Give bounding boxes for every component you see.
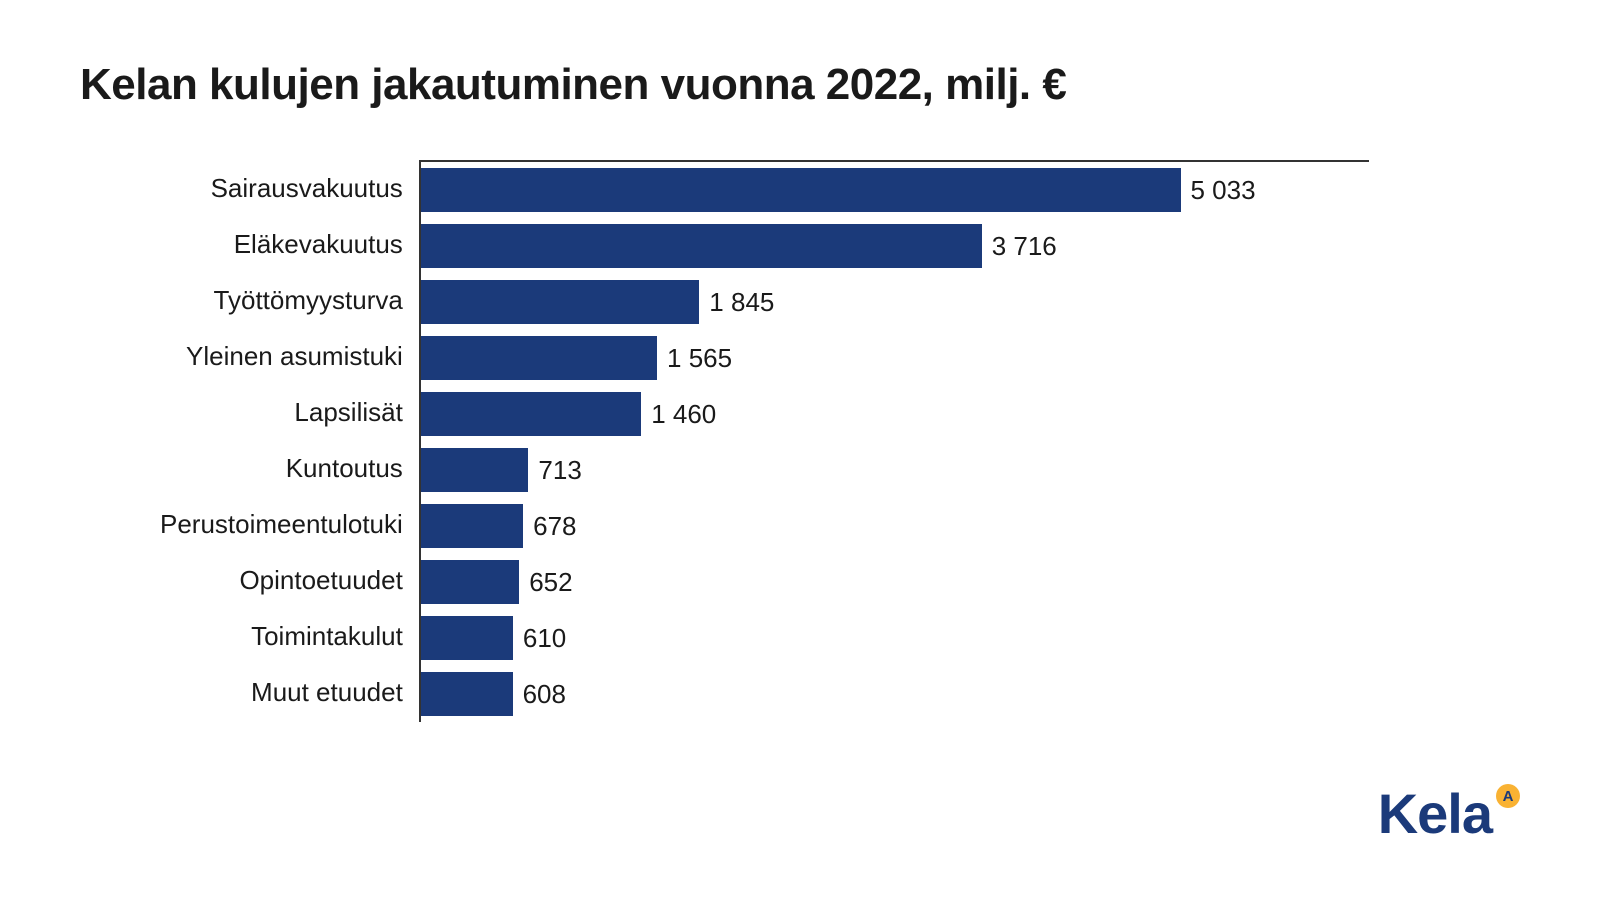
bar-row: 608 bbox=[421, 666, 1369, 722]
bar-row: 652 bbox=[421, 554, 1369, 610]
category-label: Muut etuudet bbox=[251, 664, 403, 720]
bar bbox=[421, 504, 523, 548]
bar-value-label: 652 bbox=[519, 567, 572, 598]
bar bbox=[421, 448, 529, 492]
bar bbox=[421, 616, 513, 660]
kela-logo: Kela A bbox=[1378, 786, 1520, 842]
bar-value-label: 1 845 bbox=[699, 287, 774, 318]
bar-value-label: 1 565 bbox=[657, 343, 732, 374]
bar-value-label: 713 bbox=[528, 455, 581, 486]
bars-plot: 5 033 3 716 1 845 1 565 1 460 713 678 652 610 608 bbox=[419, 160, 1369, 722]
bar-row: 1 845 bbox=[421, 274, 1369, 330]
bar-value-label: 3 716 bbox=[982, 231, 1057, 262]
category-label: Perustoimeentulotuki bbox=[160, 496, 403, 552]
bar bbox=[421, 672, 513, 716]
category-labels-column: SairausvakuutusEläkevakuutusTyöttömyystu… bbox=[160, 160, 419, 722]
category-label: Sairausvakuutus bbox=[211, 160, 403, 216]
bar bbox=[421, 392, 641, 436]
bar-row: 610 bbox=[421, 610, 1369, 666]
chart-area: SairausvakuutusEläkevakuutusTyöttömyystu… bbox=[80, 160, 1520, 722]
bar-value-label: 610 bbox=[513, 623, 566, 654]
bar-row: 678 bbox=[421, 498, 1369, 554]
bar bbox=[421, 224, 982, 268]
bar-value-label: 608 bbox=[513, 679, 566, 710]
logo-dot-icon: A bbox=[1496, 784, 1520, 808]
bar-row: 1 460 bbox=[421, 386, 1369, 442]
bar-row: 1 565 bbox=[421, 330, 1369, 386]
bar bbox=[421, 280, 699, 324]
category-label: Lapsilisät bbox=[294, 384, 402, 440]
chart-title: Kelan kulujen jakautuminen vuonna 2022, … bbox=[80, 60, 1520, 110]
bar-value-label: 678 bbox=[523, 511, 576, 542]
bar-row: 713 bbox=[421, 442, 1369, 498]
bar bbox=[421, 560, 519, 604]
category-label: Eläkevakuutus bbox=[234, 216, 403, 272]
bars-column: 5 033 3 716 1 845 1 565 1 460 713 678 652 610 608 bbox=[419, 160, 1369, 722]
category-label: Työttömyysturva bbox=[214, 272, 403, 328]
bar-value-label: 1 460 bbox=[641, 399, 716, 430]
bar bbox=[421, 336, 657, 380]
category-label: Yleinen asumistuki bbox=[186, 328, 403, 384]
bar bbox=[421, 168, 1181, 212]
category-label: Toimintakulut bbox=[251, 608, 403, 664]
logo-text: Kela bbox=[1378, 786, 1492, 842]
bar-value-label: 5 033 bbox=[1181, 175, 1256, 206]
bar-row: 5 033 bbox=[421, 162, 1369, 218]
category-label: Opintoetuudet bbox=[239, 552, 402, 608]
bar-row: 3 716 bbox=[421, 218, 1369, 274]
category-label: Kuntoutus bbox=[286, 440, 403, 496]
